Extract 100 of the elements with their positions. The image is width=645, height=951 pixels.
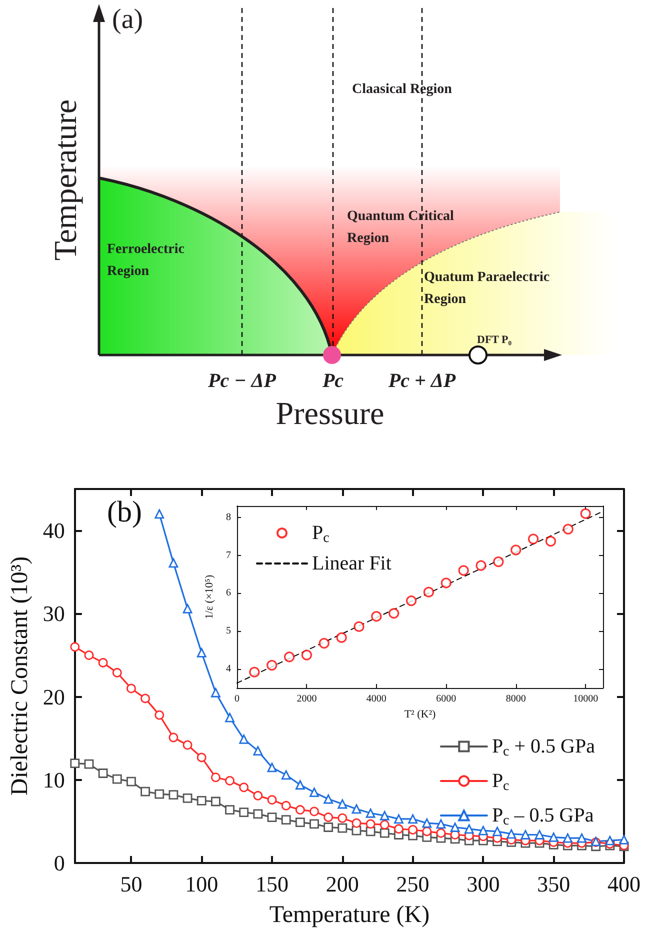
point — [168, 790, 178, 800]
point — [168, 732, 178, 742]
point — [225, 805, 234, 815]
y-tick-label: 40 — [42, 518, 65, 544]
point — [388, 608, 400, 619]
point — [140, 786, 150, 796]
point — [506, 829, 516, 839]
point — [253, 809, 263, 819]
point — [493, 556, 504, 568]
point — [324, 794, 334, 804]
x-tick-label: 150 — [256, 872, 289, 896]
point — [281, 800, 291, 810]
point — [510, 544, 522, 556]
point — [478, 826, 488, 836]
y-tick-label: 20 — [42, 684, 65, 710]
point — [422, 818, 432, 828]
x-axis-title: Temperature (K) — [269, 902, 430, 928]
point — [520, 830, 530, 840]
point — [112, 668, 122, 678]
point — [380, 828, 390, 838]
point — [70, 642, 80, 652]
point — [295, 805, 305, 815]
point — [352, 804, 362, 814]
point — [196, 648, 206, 658]
point — [450, 822, 460, 832]
x-tick-label: 2000 — [296, 694, 317, 704]
point — [436, 828, 446, 838]
point — [112, 774, 122, 784]
x-tick-label: 400 — [608, 872, 640, 896]
point — [84, 759, 94, 769]
text: Pc — [321, 370, 344, 392]
point — [225, 776, 234, 786]
point — [267, 762, 277, 772]
point — [301, 650, 312, 660]
point — [295, 780, 305, 790]
point — [253, 790, 263, 800]
point — [168, 558, 178, 568]
point — [266, 660, 278, 671]
point — [528, 534, 539, 544]
point — [580, 508, 591, 519]
text: Quantum Critical Region — [347, 209, 454, 246]
point — [126, 684, 136, 694]
point — [354, 621, 364, 632]
point — [225, 712, 234, 722]
point — [380, 810, 390, 820]
point — [422, 826, 432, 836]
point — [338, 799, 348, 809]
x-tick-label: 0 — [234, 694, 240, 704]
point — [154, 789, 164, 799]
text: Pressure — [276, 395, 384, 431]
text: Ferroelectric Region — [107, 242, 184, 279]
text: (a) — [112, 4, 144, 35]
point — [249, 666, 260, 678]
y-axis-title: 1/ε (×10⁵) — [204, 574, 216, 620]
point — [239, 782, 249, 792]
point — [394, 814, 404, 824]
point — [310, 788, 319, 798]
point — [210, 688, 220, 698]
y-tick-label: 8 — [226, 512, 231, 523]
point — [182, 740, 192, 750]
point — [476, 560, 486, 571]
x-tick-label: 10000 — [573, 694, 598, 704]
point — [545, 536, 556, 547]
point — [406, 595, 417, 606]
point — [196, 752, 206, 762]
point — [548, 832, 558, 842]
point — [284, 652, 295, 662]
text: DFT P₀ — [477, 334, 512, 346]
point — [211, 772, 220, 782]
point — [253, 746, 263, 756]
y-tick-label: 4 — [226, 664, 231, 675]
point — [562, 524, 574, 534]
point — [281, 770, 291, 780]
x-tick-label: 50 — [120, 872, 142, 896]
text: Pc + ΔP — [387, 370, 456, 392]
point — [281, 815, 291, 824]
x-tick-label: 4000 — [366, 694, 386, 704]
point — [310, 806, 319, 816]
point — [562, 833, 572, 843]
point — [440, 578, 452, 588]
point — [98, 658, 108, 668]
point — [324, 822, 334, 832]
chart-title: (b) — [107, 496, 142, 528]
y-axis-title: Dielectric Constant (10³) — [7, 556, 33, 796]
point — [380, 820, 390, 830]
point — [210, 796, 220, 806]
text: Pc − ΔP — [207, 370, 277, 392]
x-axis-title: T² (K²) — [404, 708, 436, 720]
x-tick-label: 350 — [537, 872, 570, 896]
point — [338, 823, 348, 833]
y-tick-label: 30 — [42, 601, 65, 626]
point — [605, 836, 615, 846]
x-tick-label: 300 — [466, 872, 500, 896]
point — [534, 830, 544, 840]
point — [436, 819, 446, 829]
y-tick-label: 5 — [226, 626, 231, 637]
point — [84, 650, 94, 660]
point — [267, 812, 277, 822]
x-tick-label: 200 — [326, 872, 359, 896]
point — [492, 826, 502, 836]
